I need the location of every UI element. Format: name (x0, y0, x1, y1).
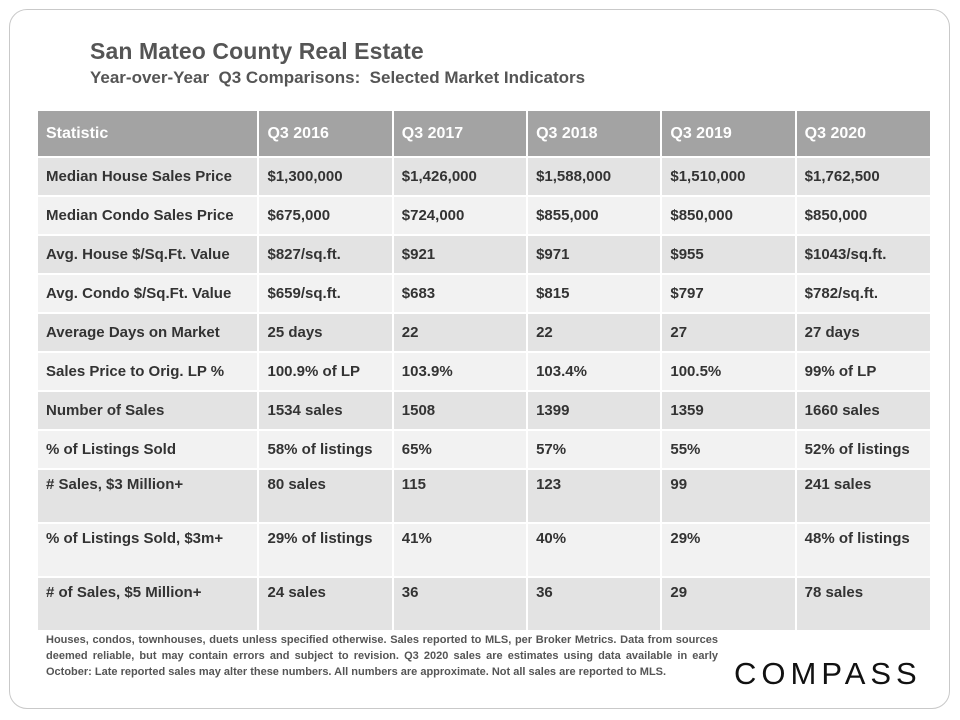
market-indicators-table: Statistic Q3 2016 Q3 2017 Q3 2018 Q3 201… (38, 111, 930, 632)
table-cell: 41% (392, 523, 529, 578)
table-row: Avg. House $/Sq.Ft. Value $827/sq.ft. $9… (38, 235, 930, 275)
table-row: # of Sales, $5 Million+ 24 sales 36 36 2… (38, 577, 930, 632)
table-cell: $797 (661, 274, 797, 314)
column-header: Q3 2019 (661, 111, 797, 158)
table-cell: 99 (661, 469, 797, 524)
table-cell: $675,000 (258, 196, 394, 236)
page-title: San Mateo County Real Estate (90, 38, 424, 64)
table-cell: 27 (661, 313, 797, 353)
row-label: Average Days on Market (38, 313, 260, 353)
table-cell: 58% of listings (258, 430, 394, 470)
table-cell: 1660 sales (795, 391, 930, 431)
table-cell: 25 days (258, 313, 394, 353)
table-row: Median Condo Sales Price $675,000 $724,0… (38, 196, 930, 236)
footnote: Houses, condos, townhouses, duets unless… (46, 634, 718, 678)
table-cell: $815 (527, 274, 663, 314)
table-cell: 241 sales (795, 469, 930, 524)
table-cell: 1399 (527, 391, 663, 431)
table-cell: 29% (661, 523, 797, 578)
row-label: Sales Price to Orig. LP % (38, 352, 260, 392)
table-cell: 115 (392, 469, 529, 524)
table-cell: $659/sq.ft. (258, 274, 394, 314)
table-cell: $921 (392, 235, 529, 275)
table-cell: 52% of listings (795, 430, 930, 470)
table-cell: 103.4% (527, 352, 663, 392)
table-cell: 100.5% (661, 352, 797, 392)
column-header: Q3 2018 (527, 111, 663, 158)
table-cell: 1508 (392, 391, 529, 431)
row-label: % of Listings Sold, $3m+ (38, 523, 260, 578)
table-cell: 27 days (795, 313, 930, 353)
page-subtitle: Year-over-Year Q3 Comparisons: Selected … (90, 68, 586, 87)
table-cell: 100.9% of LP (258, 352, 394, 392)
column-header: Statistic (38, 111, 260, 158)
column-header: Q3 2020 (795, 111, 930, 158)
table-cell: 55% (661, 430, 797, 470)
table-row: Number of Sales 1534 sales 1508 1399 135… (38, 391, 930, 431)
table-row: Median House Sales Price $1,300,000 $1,4… (38, 157, 930, 197)
table-cell: $1,762,500 (795, 157, 930, 197)
table-cell: 22 (527, 313, 663, 353)
table-row: Average Days on Market 25 days 22 22 27 … (38, 313, 930, 353)
table-cell: 78 sales (795, 577, 930, 632)
table-header-row: Statistic Q3 2016 Q3 2017 Q3 2018 Q3 201… (38, 111, 930, 158)
row-label: % of Listings Sold (38, 430, 260, 470)
table-cell: 29% of listings (258, 523, 394, 578)
table-cell: 22 (392, 313, 529, 353)
table-cell: $1,510,000 (661, 157, 797, 197)
compass-logo: COMPASS (734, 656, 922, 691)
table-cell: $855,000 (527, 196, 663, 236)
table-row: Avg. Condo $/Sq.Ft. Value $659/sq.ft. $6… (38, 274, 930, 314)
table-cell: $955 (661, 235, 797, 275)
table-row: % of Listings Sold, $3m+ 29% of listings… (38, 523, 930, 578)
table-cell: $683 (392, 274, 529, 314)
table-cell: $1,588,000 (527, 157, 663, 197)
table-cell: $724,000 (392, 196, 529, 236)
row-label: Median House Sales Price (38, 157, 260, 197)
table-cell: 24 sales (258, 577, 394, 632)
row-label: # of Sales, $5 Million+ (38, 577, 260, 632)
table-cell: $850,000 (661, 196, 797, 236)
table-cell: 1534 sales (258, 391, 394, 431)
table-row: # Sales, $3 Million+ 80 sales 115 123 99… (38, 469, 930, 524)
table-cell: $782/sq.ft. (795, 274, 930, 314)
column-header: Q3 2017 (392, 111, 529, 158)
table-cell: 36 (527, 577, 663, 632)
table-cell: $827/sq.ft. (258, 235, 394, 275)
table-row: % of Listings Sold 58% of listings 65% 5… (38, 430, 930, 470)
row-label: # Sales, $3 Million+ (38, 469, 260, 524)
table-cell: 40% (527, 523, 663, 578)
table-cell: 1359 (661, 391, 797, 431)
row-label: Median Condo Sales Price (38, 196, 260, 236)
table-cell: $1043/sq.ft. (795, 235, 930, 275)
table-cell: 80 sales (258, 469, 394, 524)
table-cell: 123 (527, 469, 663, 524)
row-label: Avg. House $/Sq.Ft. Value (38, 235, 260, 275)
table-cell: $971 (527, 235, 663, 275)
table-cell: 65% (392, 430, 529, 470)
table-cell: 48% of listings (795, 523, 930, 578)
table-cell: 57% (527, 430, 663, 470)
table-cell: $1,426,000 (392, 157, 529, 197)
table-cell: 103.9% (392, 352, 529, 392)
table-cell: $1,300,000 (258, 157, 394, 197)
column-header: Q3 2016 (258, 111, 394, 158)
table-cell: 29 (661, 577, 797, 632)
table-row: Sales Price to Orig. LP % 100.9% of LP 1… (38, 352, 930, 392)
row-label: Avg. Condo $/Sq.Ft. Value (38, 274, 260, 314)
row-label: Number of Sales (38, 391, 260, 431)
table-cell: 36 (392, 577, 529, 632)
table-cell: $850,000 (795, 196, 930, 236)
table-cell: 99% of LP (795, 352, 930, 392)
